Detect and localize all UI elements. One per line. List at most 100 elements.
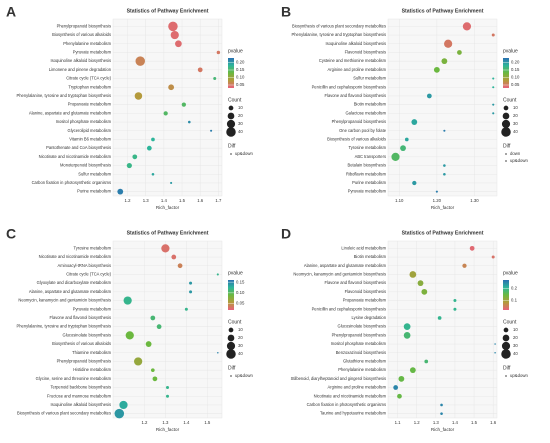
x-axis-label: Rich_factor — [431, 205, 455, 210]
point — [435, 190, 438, 193]
point — [492, 112, 495, 115]
point — [135, 56, 145, 66]
plot-area — [112, 240, 223, 419]
x-tick-label: 1.7 — [215, 198, 222, 203]
size-key-label: 40 — [238, 351, 243, 356]
panel-label: D — [281, 226, 291, 242]
y-tick-label: Glycine, serine and threonine metabolism — [36, 376, 112, 381]
y-tick-label: Fructose and mannose metabolism — [47, 393, 112, 398]
point — [440, 403, 443, 407]
y-tick-label: Biosynthesis of various alkaloids — [52, 32, 111, 37]
colorbar-tick-label: 0.05 — [511, 82, 520, 87]
y-tick-label: Flavone and flavonol biosynthesis — [325, 93, 386, 98]
y-tick-label: Alanine, aspartate and glutamate metabol… — [29, 110, 112, 115]
point — [440, 412, 443, 415]
point — [134, 92, 143, 100]
point — [403, 331, 411, 339]
y-tick-label: Phenylpropanoid biosynthesis — [332, 119, 386, 124]
y-tick-label: Carbon fixation in photosynthetic organi… — [32, 180, 111, 185]
panel: D Statistics of Pathway Enrichment Linolei… — [281, 226, 529, 433]
y-tick-label: Alanine, aspartate and glutamate metabol… — [304, 263, 387, 268]
x-tick-label: 1.2 — [141, 420, 148, 425]
legend-title: pvalue — [503, 48, 518, 54]
x-tick-label: 1.4 — [161, 198, 168, 203]
y-tick-label: Flavonoid biosynthesis — [345, 289, 386, 294]
point — [398, 375, 405, 382]
panel-label: A — [6, 4, 16, 20]
x-tick-label: 1.6 — [197, 198, 204, 203]
y-tick-label: Penicillin and cephalosporin biosynthesi… — [312, 306, 386, 311]
y-tick-label: Flavone and flavonol biosynthesis — [325, 280, 386, 285]
colorbar-tick-label: 0.20 — [511, 60, 520, 65]
colorbar — [503, 280, 509, 310]
x-tick-label: 1.3 — [143, 198, 150, 203]
point — [492, 86, 495, 89]
y-tick-label: Monoterpenoid biosynthesis — [60, 163, 111, 168]
point — [150, 368, 155, 372]
point — [184, 307, 188, 311]
point — [426, 93, 432, 99]
y-tick-label: Nicotinate and nicotinamide metabolism — [39, 154, 112, 159]
y-tick-label: Tryptophan metabolism — [68, 84, 111, 89]
point — [145, 341, 152, 347]
point — [188, 120, 191, 124]
y-tick-label: Pyruvate metabolism — [348, 189, 387, 194]
diff-key-label: up&down — [235, 151, 254, 156]
x-tick-label: 1.5 — [471, 420, 478, 425]
point — [170, 181, 173, 185]
size-key-label: 20 — [513, 113, 518, 118]
y-tick-label: Stilbenoid, diarylheptanoid and gingerol… — [291, 376, 386, 381]
y-tick-label: Isoquinoline alkaloid biosynthesis — [325, 41, 386, 46]
point — [197, 67, 203, 73]
point — [391, 152, 400, 161]
legend-title: Count — [228, 319, 242, 325]
point — [491, 255, 495, 259]
y-tick-label: Taurine and hypotaurine metabolism — [320, 411, 387, 416]
x-axis-label: Rich_factor — [431, 427, 455, 432]
y-tick-label: Propanoate metabolism — [343, 298, 387, 303]
point — [170, 30, 179, 40]
point — [453, 307, 457, 311]
y-tick-label: Nicotinate and nicotinamide metabolism — [39, 254, 112, 259]
colorbar-tick-label: 0.05 — [236, 82, 245, 87]
x-axis-label: Rich_factor — [156, 205, 180, 210]
y-tick-label: Citrate cycle (TCA cycle) — [66, 272, 111, 277]
point — [166, 394, 169, 398]
y-tick-label: Isoquinoline alkaloid biosynthesis — [50, 58, 111, 63]
point — [433, 66, 440, 73]
y-tick-label: Pyruvate metabolism — [73, 50, 112, 55]
y-tick-label: One carbon pool by folate — [339, 128, 387, 133]
size-key-label: 40 — [513, 351, 518, 356]
y-tick-label: Phenylalanine, tyrosine and tryptophan b… — [17, 93, 111, 98]
point — [424, 359, 429, 364]
y-tick-label: Vitamin B6 metabolism — [69, 137, 111, 142]
legend-title: Count — [503, 319, 517, 325]
colorbar — [503, 58, 509, 88]
point — [156, 324, 162, 330]
x-tick-label: 1.3 — [162, 420, 169, 425]
point — [462, 22, 472, 31]
point — [117, 188, 124, 195]
point — [216, 50, 221, 55]
point — [119, 400, 128, 410]
legend-title: Diff — [503, 143, 511, 149]
y-tick-label: Purine metabolism — [352, 180, 386, 185]
point — [150, 315, 156, 321]
size-key — [501, 341, 511, 351]
point — [163, 111, 168, 116]
x-axis-label: Rich_factor — [156, 427, 180, 432]
x-tick-label: 1.20 — [433, 198, 442, 203]
size-key — [226, 341, 236, 351]
point — [177, 263, 183, 269]
size-key-label: 20 — [238, 113, 243, 118]
legend-title: Diff — [228, 365, 236, 371]
y-tick-label: Biosynthesis of various alkaloids — [327, 137, 386, 142]
y-tick-label: Phenylpropanoid biosynthesis — [57, 359, 111, 364]
size-key — [228, 327, 234, 333]
y-tick-label: Flavone and flavonol biosynthesis — [50, 315, 111, 320]
x-tick-label: 1.10 — [395, 198, 404, 203]
chart-title: Statistics of Pathway Enrichment — [127, 8, 209, 14]
size-key — [226, 349, 236, 359]
y-tick-label: Tyrosine metabolism — [73, 245, 111, 250]
point — [453, 299, 457, 303]
